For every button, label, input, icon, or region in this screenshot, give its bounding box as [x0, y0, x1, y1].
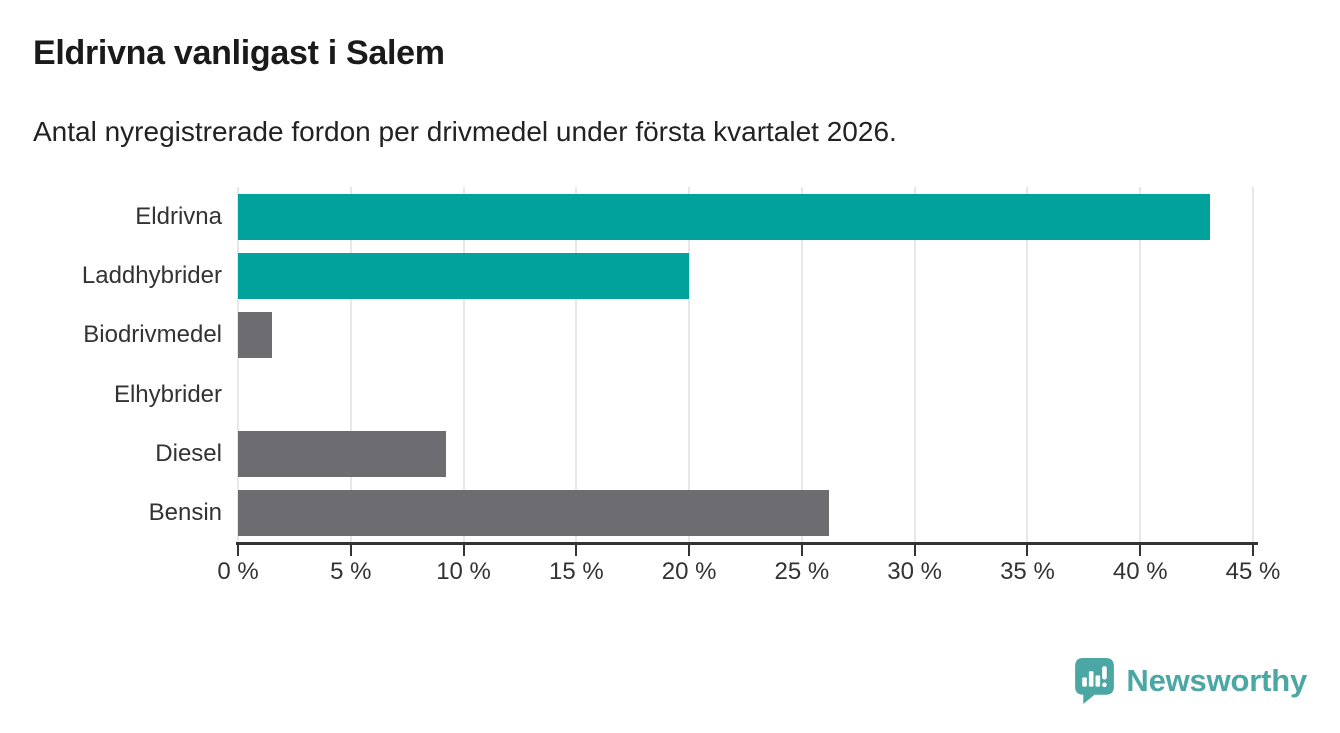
x-axis-tick-label: 0 % [217, 558, 259, 585]
x-axis-tick [688, 545, 691, 556]
gridline [1139, 187, 1142, 543]
newsworthy-logo-text: Newsworthy [1126, 663, 1307, 698]
x-axis-tick [1139, 545, 1142, 556]
category-label: Diesel [155, 439, 222, 467]
bar [238, 490, 829, 537]
x-axis-tick [913, 545, 916, 556]
x-axis-tick-label: 30 % [887, 558, 943, 585]
gridline [1026, 187, 1029, 543]
chart-title: Eldrivna vanligast i Salem [33, 34, 445, 72]
category-label: Laddhybrider [81, 261, 222, 289]
gridline [237, 187, 239, 543]
bar [238, 431, 446, 477]
gridline [575, 187, 578, 543]
category-label: Biodrivmedel [83, 321, 222, 349]
gridline [913, 187, 916, 543]
x-axis-tick [800, 545, 803, 556]
gridline [462, 187, 465, 543]
category-axis-labels: Eldrivna Laddhybrider Biodrivmedel Elhybrid… [0, 187, 222, 543]
x-axis-tick [1252, 545, 1254, 556]
x-axis-tick-label: 10 % [436, 558, 491, 585]
x-axis: 0 % 5 % 10 % 15 % 20 % 25 % 30 % 35 % 40 % 45 % [217, 542, 1280, 592]
x-axis-tick-label: 35 % [1000, 558, 1055, 585]
category-label: Elhybrider [113, 380, 222, 408]
bar [238, 193, 1211, 240]
x-axis-tick [1026, 545, 1029, 556]
x-axis-tick-label: 15 % [548, 558, 604, 585]
x-axis-tick [575, 545, 578, 556]
x-axis-tick-label: 20 % [661, 558, 717, 585]
gridline [349, 187, 352, 543]
x-axis-line [236, 542, 1258, 545]
bar [238, 253, 690, 299]
bar-chart-speech-bubble-icon [1075, 658, 1115, 704]
x-axis-tick [237, 545, 239, 556]
x-axis-tick [349, 545, 352, 556]
x-axis-tick [462, 545, 465, 556]
gridline [688, 187, 691, 543]
x-axis-tick-label: 45 % [1225, 558, 1281, 585]
chart-subtitle: Antal nyregistrerade fordon per drivmede… [33, 116, 897, 147]
category-label: Eldrivna [135, 202, 222, 230]
gridline [1252, 187, 1254, 543]
category-label: Bensin [148, 499, 222, 527]
bar [238, 312, 272, 359]
plot-area [237, 187, 1254, 543]
gridline [800, 187, 803, 543]
x-axis-tick-label: 5 % [330, 558, 372, 585]
x-axis-tick-label: 25 % [774, 558, 830, 585]
x-axis-tick-label: 40 % [1112, 558, 1168, 585]
newsworthy-branding: Newsworthy [1074, 657, 1307, 705]
